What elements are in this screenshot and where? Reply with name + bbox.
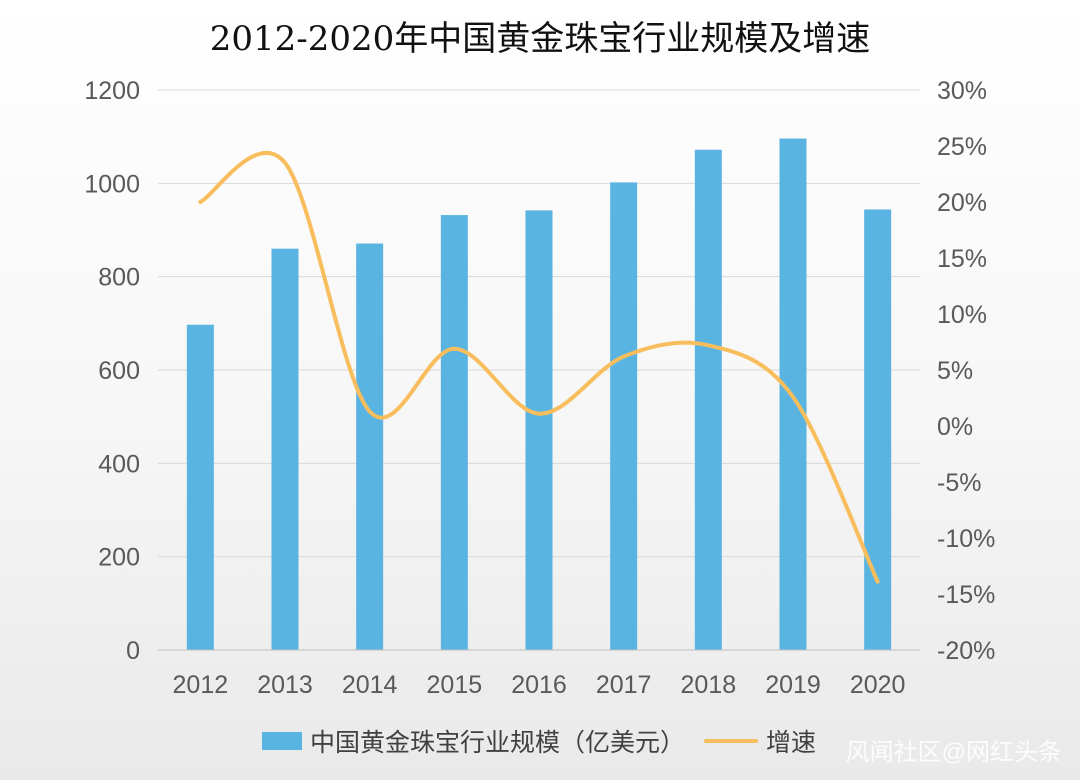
right-tick-label: 0% (937, 413, 973, 441)
x-tick-label: 2012 (173, 671, 229, 699)
right-axis: -20% -15% -10% -5% 0% 5% 10% 15% 20% 25% 30% (937, 77, 995, 665)
x-axis: 2012 2013 2014 2015 2016 2017 2018 2019 2020 (158, 649, 920, 699)
right-tick-label: -5% (937, 469, 981, 497)
bar (186, 324, 214, 650)
right-tick-label: 30% (937, 77, 987, 105)
legend: 中国黄金珠宝行业规模（亿美元） 增速 (262, 729, 816, 757)
left-tick-label: 800 (98, 264, 140, 292)
bar (356, 243, 384, 651)
bar-series (186, 138, 892, 651)
bar (864, 209, 892, 650)
left-tick-label: 1200 (84, 77, 140, 105)
legend-label-growth: 增速 (766, 729, 816, 757)
bar (694, 149, 722, 650)
x-tick-label: 2017 (596, 671, 652, 699)
legend-swatch-scale (262, 732, 302, 750)
bar (610, 182, 638, 650)
x-tick-label: 2018 (681, 671, 737, 699)
bar (440, 215, 468, 651)
right-tick-label: 25% (937, 133, 987, 161)
x-tick-label: 2015 (427, 671, 483, 699)
left-axis: 0 200 400 600 800 1000 1200 (84, 77, 140, 665)
right-tick-label: 10% (937, 301, 987, 329)
x-tick-label: 2014 (342, 671, 398, 699)
x-tick-label: 2019 (765, 671, 821, 699)
right-tick-label: -10% (937, 525, 995, 553)
x-tick-label: 2020 (850, 671, 906, 699)
right-tick-label: 15% (937, 245, 987, 273)
right-tick-label: -15% (937, 581, 995, 609)
growth-line (198, 151, 880, 584)
right-tick-label: -20% (937, 637, 995, 665)
left-tick-label: 600 (98, 357, 140, 385)
line-series (198, 151, 880, 584)
left-tick-label: 200 (98, 544, 140, 572)
right-tick-label: 5% (937, 357, 973, 385)
bar (271, 248, 299, 650)
right-tick-label: 20% (937, 189, 987, 217)
x-tick-label: 2013 (257, 671, 313, 699)
chart-title: 2012-2020年中国黄金珠宝行业规模及增速 (210, 19, 871, 59)
x-tick-label: 2016 (511, 671, 567, 699)
watermark: 风闻社区@网红头条 (846, 739, 1062, 766)
left-tick-label: 0 (126, 637, 140, 665)
left-tick-label: 1000 (84, 170, 140, 198)
legend-label-scale: 中国黄金珠宝行业规模（亿美元） (310, 729, 685, 757)
bar (525, 210, 553, 650)
left-tick-label: 400 (98, 450, 140, 478)
